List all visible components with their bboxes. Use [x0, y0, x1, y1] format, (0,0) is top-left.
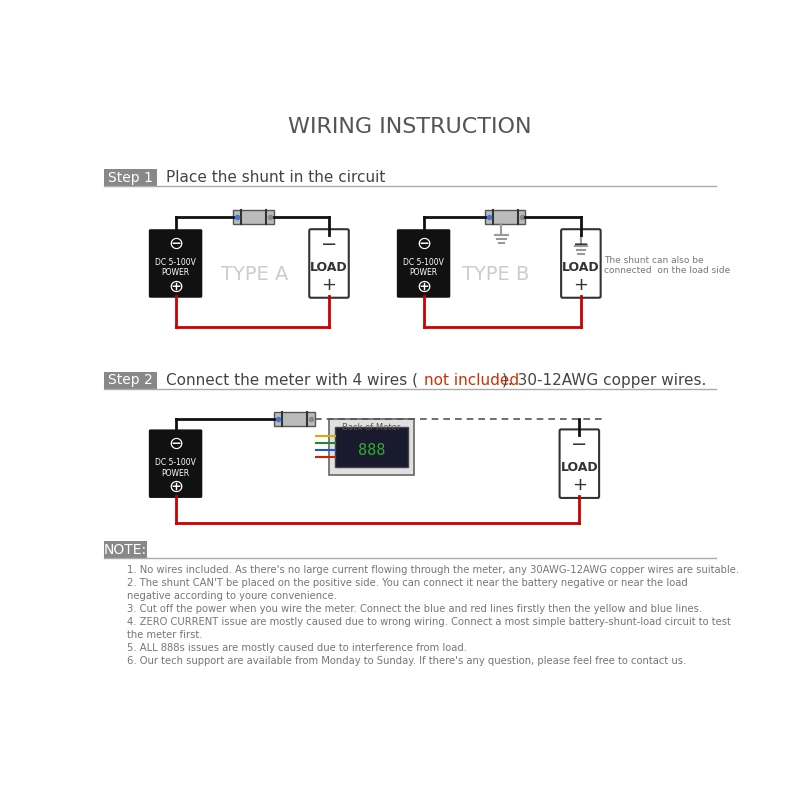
FancyBboxPatch shape	[104, 372, 157, 389]
FancyBboxPatch shape	[561, 230, 601, 298]
FancyBboxPatch shape	[397, 230, 450, 298]
Text: 888: 888	[358, 442, 385, 458]
Text: −: −	[571, 435, 587, 454]
Text: Step 2: Step 2	[108, 373, 153, 387]
FancyBboxPatch shape	[104, 541, 146, 558]
Text: TYPE A: TYPE A	[222, 265, 289, 284]
Text: ⊕: ⊕	[416, 278, 431, 296]
Text: Step 1: Step 1	[108, 170, 153, 185]
FancyBboxPatch shape	[149, 430, 202, 498]
Text: the meter first.: the meter first.	[127, 630, 202, 640]
Text: +: +	[322, 276, 337, 294]
Text: negative according to youre convenience.: negative according to youre convenience.	[127, 590, 337, 601]
Text: Connect the meter with 4 wires (: Connect the meter with 4 wires (	[166, 373, 418, 388]
Text: TYPE B: TYPE B	[462, 265, 529, 284]
FancyBboxPatch shape	[485, 210, 526, 224]
Text: ⊕: ⊕	[168, 278, 183, 296]
Text: not included: not included	[424, 373, 519, 388]
Text: ⊖: ⊖	[168, 235, 183, 253]
Text: DC 5-100V
POWER: DC 5-100V POWER	[155, 458, 196, 478]
Text: ⊖: ⊖	[416, 235, 431, 253]
Text: +: +	[572, 476, 587, 494]
Text: +: +	[574, 276, 588, 294]
Text: LOAD: LOAD	[310, 262, 348, 274]
Text: WIRING INSTRUCTION: WIRING INSTRUCTION	[288, 117, 532, 137]
Text: LOAD: LOAD	[562, 262, 600, 274]
Text: DC 5-100V
POWER: DC 5-100V POWER	[403, 258, 444, 278]
FancyBboxPatch shape	[335, 427, 408, 467]
Text: −: −	[573, 235, 589, 254]
Text: ). 30-12AWG copper wires.: ). 30-12AWG copper wires.	[502, 373, 706, 388]
Text: 1. No wires included. As there's no large current flowing through the meter, any: 1. No wires included. As there's no larg…	[127, 565, 739, 574]
Text: LOAD: LOAD	[561, 462, 598, 474]
FancyBboxPatch shape	[149, 230, 202, 298]
Text: Back of Meter: Back of Meter	[342, 422, 401, 431]
Text: ⊖: ⊖	[168, 435, 183, 453]
Text: 6. Our tech support are available from Monday to Sunday. If there's any question: 6. Our tech support are available from M…	[127, 656, 686, 666]
FancyBboxPatch shape	[234, 210, 274, 224]
FancyBboxPatch shape	[310, 230, 349, 298]
FancyBboxPatch shape	[559, 430, 599, 498]
Text: −: −	[321, 235, 338, 254]
Text: ⊕: ⊕	[168, 478, 183, 496]
FancyBboxPatch shape	[104, 169, 157, 186]
Text: DC 5-100V
POWER: DC 5-100V POWER	[155, 258, 196, 278]
Text: The shunt can also be
connected  on the load side: The shunt can also be connected on the l…	[604, 256, 730, 275]
FancyBboxPatch shape	[329, 419, 414, 475]
Text: NOTE:: NOTE:	[103, 542, 146, 557]
FancyBboxPatch shape	[274, 412, 314, 426]
Text: 5. ALL 888s issues are mostly caused due to interference from load.: 5. ALL 888s issues are mostly caused due…	[127, 643, 467, 653]
Text: 2. The shunt CAN'T be placed on the positive side. You can connect it near the b: 2. The shunt CAN'T be placed on the posi…	[127, 578, 688, 588]
Text: 4. ZERO CURRENT issue are mostly caused due to wrong wiring. Connect a most simp: 4. ZERO CURRENT issue are mostly caused …	[127, 617, 731, 627]
Text: 3. Cut off the power when you wire the meter. Connect the blue and red lines fir: 3. Cut off the power when you wire the m…	[127, 604, 702, 614]
Text: Place the shunt in the circuit: Place the shunt in the circuit	[166, 170, 386, 185]
